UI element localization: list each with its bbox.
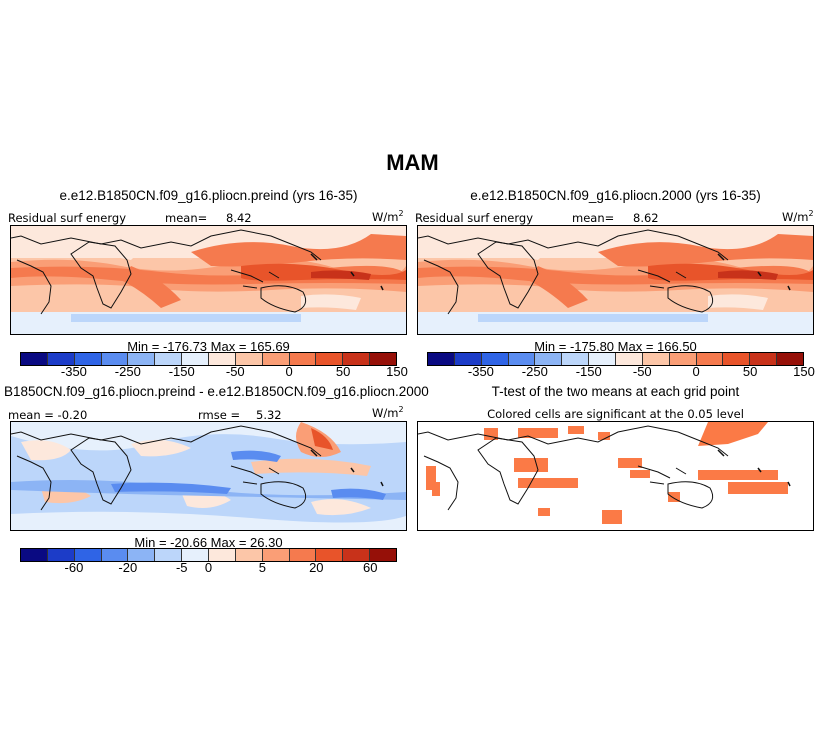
colorbar-swatch <box>562 353 590 365</box>
panel2-colorbar <box>427 352 804 366</box>
colorbar-swatch <box>370 549 397 561</box>
colorbar-swatch <box>777 353 804 365</box>
colorbar-swatch <box>128 353 156 365</box>
colorbar-swatch <box>616 353 643 365</box>
panel1-variable-label: Residual surf energy <box>8 211 127 225</box>
panel1-title: e.e12.B1850CN.f09_g16.pliocn.preind (yrs… <box>59 188 358 203</box>
colorbar-swatch <box>155 549 183 561</box>
colorbar-swatch <box>508 353 536 365</box>
panel3-colorbar-ticks: -60 -20 -5 0 5 20 60 <box>20 560 397 576</box>
colorbar-tick: -350 <box>60 364 87 379</box>
panel1-mean-label: mean= <box>165 211 208 225</box>
panel3-map <box>10 421 407 531</box>
colorbar-swatch <box>589 353 617 365</box>
colorbar-tick: 0 <box>285 364 293 379</box>
colorbar-swatch <box>74 549 102 561</box>
panel1-minmax: Min = -176.73 Max = 165.69 <box>127 339 290 354</box>
colorbar-tick: -150 <box>575 364 602 379</box>
panel3-colorbar <box>20 548 397 562</box>
colorbar-swatch <box>289 353 317 365</box>
colorbar-swatch <box>696 353 724 365</box>
colorbar-tick: 60 <box>362 560 378 575</box>
colorbar-swatch <box>316 353 344 365</box>
colorbar-swatch <box>21 549 48 561</box>
colorbar-swatch <box>481 353 509 365</box>
colorbar-swatch <box>182 549 210 561</box>
colorbar-tick: -20 <box>118 560 138 575</box>
panel2-variable-label: Residual surf energy <box>415 211 534 225</box>
colorbar-swatch <box>750 353 778 365</box>
panel3-mean-label: mean = -0.20 <box>8 408 88 422</box>
colorbar-tick: 50 <box>335 364 351 379</box>
panel2-mean-value: 8.62 <box>633 211 659 225</box>
colorbar-swatch <box>316 549 344 561</box>
colorbar-swatch <box>74 353 102 365</box>
colorbar-swatch <box>289 549 317 561</box>
figure-title: MAM <box>386 150 439 175</box>
colorbar-swatch <box>209 353 236 365</box>
panel1-mean-value: 8.42 <box>226 211 252 225</box>
colorbar-tick: -5 <box>175 560 188 575</box>
panel2-minmax: Min = -175.80 Max = 166.50 <box>534 339 697 354</box>
panel1-colorbar-ticks: -350 -250 -150 -50 0 50 150 <box>20 364 408 380</box>
panel3-rmse-label: rmse = <box>198 408 241 422</box>
colorbar-swatch <box>669 353 697 365</box>
panel1-colorbar <box>20 352 397 366</box>
colorbar-swatch <box>262 353 290 365</box>
colorbar-swatch <box>155 353 183 365</box>
colorbar-tick: -350 <box>467 364 494 379</box>
panel2-colorbar-ticks: -350 -250 -150 -50 0 50 150 <box>427 364 815 380</box>
colorbar-tick: -50 <box>632 364 652 379</box>
panel4-map <box>417 421 814 531</box>
colorbar-swatch <box>262 549 290 561</box>
panel4-subtitle: Colored cells are significant at the 0.0… <box>487 407 744 421</box>
colorbar-swatch <box>182 353 210 365</box>
colorbar-tick: 150 <box>793 364 815 379</box>
colorbar-swatch <box>535 353 563 365</box>
colorbar-tick: -250 <box>114 364 141 379</box>
panel1-map <box>10 225 407 335</box>
colorbar-swatch <box>21 353 48 365</box>
colorbar-swatch <box>343 549 371 561</box>
colorbar-swatch <box>428 353 455 365</box>
panel3-minmax: Min = -20.66 Max = 26.30 <box>134 535 283 550</box>
panel2-mean-label: mean= <box>572 211 615 225</box>
panel4-title: T-test of the two means at each grid poi… <box>491 384 740 399</box>
colorbar-tick: -150 <box>168 364 195 379</box>
colorbar-tick: -50 <box>225 364 245 379</box>
colorbar-swatch <box>47 549 75 561</box>
colorbar-tick: -250 <box>521 364 548 379</box>
colorbar-tick: -60 <box>64 560 84 575</box>
colorbar-swatch <box>235 549 263 561</box>
colorbar-tick: 50 <box>742 364 758 379</box>
colorbar-swatch <box>343 353 371 365</box>
panel3-units: W/m2 <box>372 405 404 420</box>
colorbar-swatch <box>454 353 482 365</box>
colorbar-tick: 0 <box>692 364 700 379</box>
colorbar-swatch <box>235 353 263 365</box>
colorbar-swatch <box>723 353 751 365</box>
colorbar-swatch <box>370 353 397 365</box>
colorbar-tick: 150 <box>386 364 408 379</box>
colorbar-swatch <box>209 549 236 561</box>
colorbar-swatch <box>47 353 75 365</box>
panel2-units: W/m2 <box>782 209 814 224</box>
panel2-title: e.e12.B1850CN.f09_g16.pliocn.2000 (yrs 1… <box>470 188 761 203</box>
colorbar-tick: 0 <box>204 560 213 575</box>
colorbar-tick: 20 <box>309 560 324 575</box>
colorbar-tick: 5 <box>258 560 267 575</box>
colorbar-swatch <box>101 549 129 561</box>
colorbar-swatch <box>642 353 670 365</box>
colorbar-swatch <box>101 353 129 365</box>
panel1-units: W/m2 <box>372 209 404 224</box>
panel3-rmse-value: 5.32 <box>256 408 282 422</box>
panel2-map <box>417 225 814 335</box>
panel3-title: B1850CN.f09_g16.pliocn.preind - e.e12.B1… <box>4 384 429 399</box>
colorbar-swatch <box>128 549 156 561</box>
